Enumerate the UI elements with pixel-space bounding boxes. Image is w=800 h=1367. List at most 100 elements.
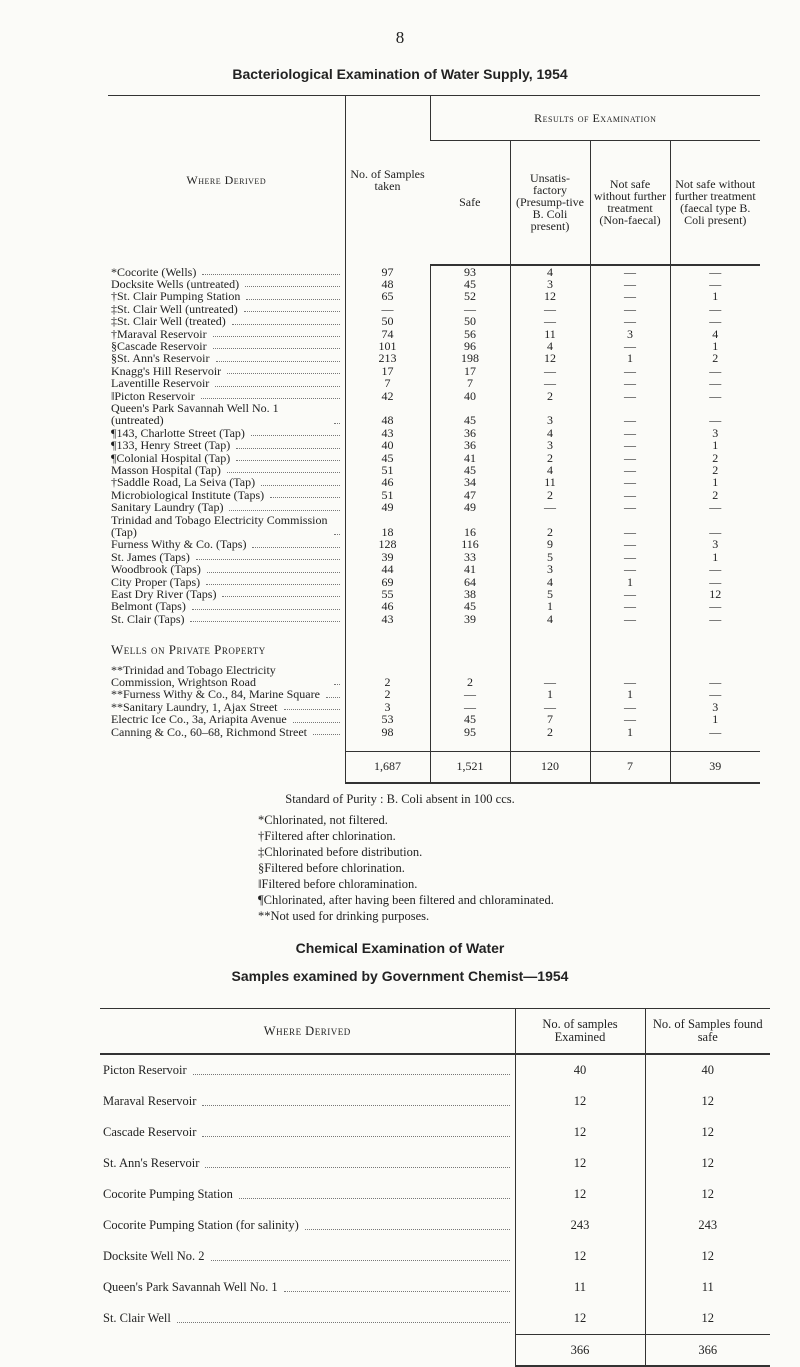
name-wrap: St. Clair (Taps) [111,612,342,625]
cell-value: 3 [669,426,761,439]
cell [589,637,670,664]
cell-value: 12 [644,1148,770,1179]
name-text: ‡St. Clair Well (untreated) [111,301,238,316]
cell-value: 12 [514,1179,645,1210]
leader-dots [292,721,340,723]
cell-value: — [589,713,670,726]
cell-value: 2 [669,451,761,464]
cell-value: 11 [509,476,590,489]
row-name: Cascade Reservoir [100,1117,515,1148]
row-name: City Proper (Taps) [108,575,345,588]
table-row: ¶133, Henry Street (Tap) 40 36 3—1 [108,439,761,452]
name-text: Microbiological Institute (Taps) [111,487,265,502]
totals-row: 366 366 [100,1334,770,1367]
leader-dots [205,1167,510,1168]
name-wrap: **Furness Withy & Co., 84, Marine Square [111,688,342,701]
name-text: Picton Reservoir [103,1063,187,1077]
name-text: Docksite Well No. 2 [103,1249,205,1263]
cell [100,1335,515,1367]
cell-value: 2 [669,464,761,476]
row-name: Trinidad and Tobago Electricity Commissi… [108,513,345,539]
cell-value: 33 [429,550,510,563]
table-row: St. Clair Well 12 12 [100,1303,770,1335]
cell [108,625,345,637]
cell-value: 50 [429,315,510,328]
name-wrap: **Sanitary Laundry, 1, Ajax Street [111,700,342,713]
row-name: East Dry River (Taps) [108,588,345,600]
cell-value: 39 [429,612,510,625]
table-row: †St. Clair Pumping Station 65 52 12—1 [108,290,761,303]
name-wrap: *Cocorite (Wells) [111,265,342,278]
cell-value: 12 [644,1179,770,1210]
cell [429,738,510,751]
table-row: Maraval Reservoir 12 12 [100,1086,770,1117]
cell-value: 4 [509,426,590,439]
leader-dots [270,497,340,499]
cell-value: 50 [344,315,430,328]
row-name: †Saddle Road, La Seiva (Tap) [108,475,345,490]
cell-value: 11 [514,1272,645,1303]
row-name: Furness Withy & Co. (Taps) [108,538,345,551]
name-wrap: Maraval Reservoir [103,1094,512,1109]
table-row: Picton Reservoir 40 40 [100,1054,770,1086]
name-wrap: Furness Withy & Co. (Taps) [111,538,342,551]
cell-value: — [669,563,761,576]
header-where: Where Derived [108,95,345,265]
name-wrap: Picton Reservoir [103,1063,512,1078]
table-row: Cocorite Pumping Station 12 12 [100,1179,770,1210]
name-wrap: Masson Hospital (Tap) [111,464,342,476]
footnote: ¶Chlorinated, after having been filtered… [258,893,554,907]
row-name: Maraval Reservoir [100,1086,515,1117]
cell-value: 1 [509,600,590,613]
title2: Chemical Examination of Water [295,940,505,956]
cell [509,738,590,751]
footnote: †Filtered after chlorination. [258,829,396,843]
cell-value: — [669,364,761,377]
leader-dots [283,1291,510,1292]
cell-value: 243 [644,1210,770,1241]
leader-dots [210,1260,510,1261]
cell-value: 40 [644,1054,770,1086]
leader-dots [226,472,340,474]
name-wrap: Microbiological Institute (Taps) [111,487,342,502]
cell-value: 3 [509,563,590,576]
cell-value: 93 [429,264,510,278]
cell-value: — [669,389,761,402]
cell-value: — [429,700,510,713]
leader-dots [245,286,340,288]
cell-value: — [509,302,590,315]
cell-value: 12 [514,1303,645,1335]
cell-value: 1 [669,439,761,452]
subtitle2: Samples examined by Government Chemist—1… [231,968,569,984]
name-wrap: Belmont (Taps) [111,600,342,613]
row-name: **Sanitary Laundry, 1, Ajax Street [108,700,345,713]
header-results: Results of Examination [429,95,761,141]
name-wrap: Canning & Co., 60–68, Richmond Street [111,725,342,738]
cell-value: — [669,513,761,539]
cell [589,738,670,751]
cell-value: — [589,264,670,278]
cell-value: 12 [644,1117,770,1148]
cell-value: 38 [429,588,510,600]
row-name: ¶Colonial Hospital (Tap) [108,451,345,464]
name-wrap: Cascade Reservoir [103,1125,512,1140]
name-text: Woodbrook (Taps) [111,562,201,577]
cell-value: 74 [344,327,430,340]
name-wrap: ‡St. Clair Well (untreated) [111,301,342,316]
cell-value: 2 [509,488,590,501]
cell-value: 64 [429,575,510,588]
table-row: Microbiological Institute (Taps) 51 47 2—2 [108,487,761,502]
leader-dots [212,348,340,350]
cell-value: 1 [589,688,670,701]
leader-dots [222,596,340,598]
table-row: *Cocorite (Wells) 97 93 4— — [108,264,761,278]
title: Bacteriological Examination of Water Sup… [232,66,568,82]
name-wrap: St. Clair Well [103,1311,512,1326]
cell-value: — [669,501,761,514]
name-wrap: Cocorite Pumping Station [103,1187,512,1202]
name-text: †Saddle Road, La Seiva (Tap) [111,475,256,490]
row-name: ¶133, Henry Street (Tap) [108,439,345,452]
cell-value: 3 [509,439,590,452]
table-row: St. Ann's Reservoir 12 12 [100,1148,770,1179]
